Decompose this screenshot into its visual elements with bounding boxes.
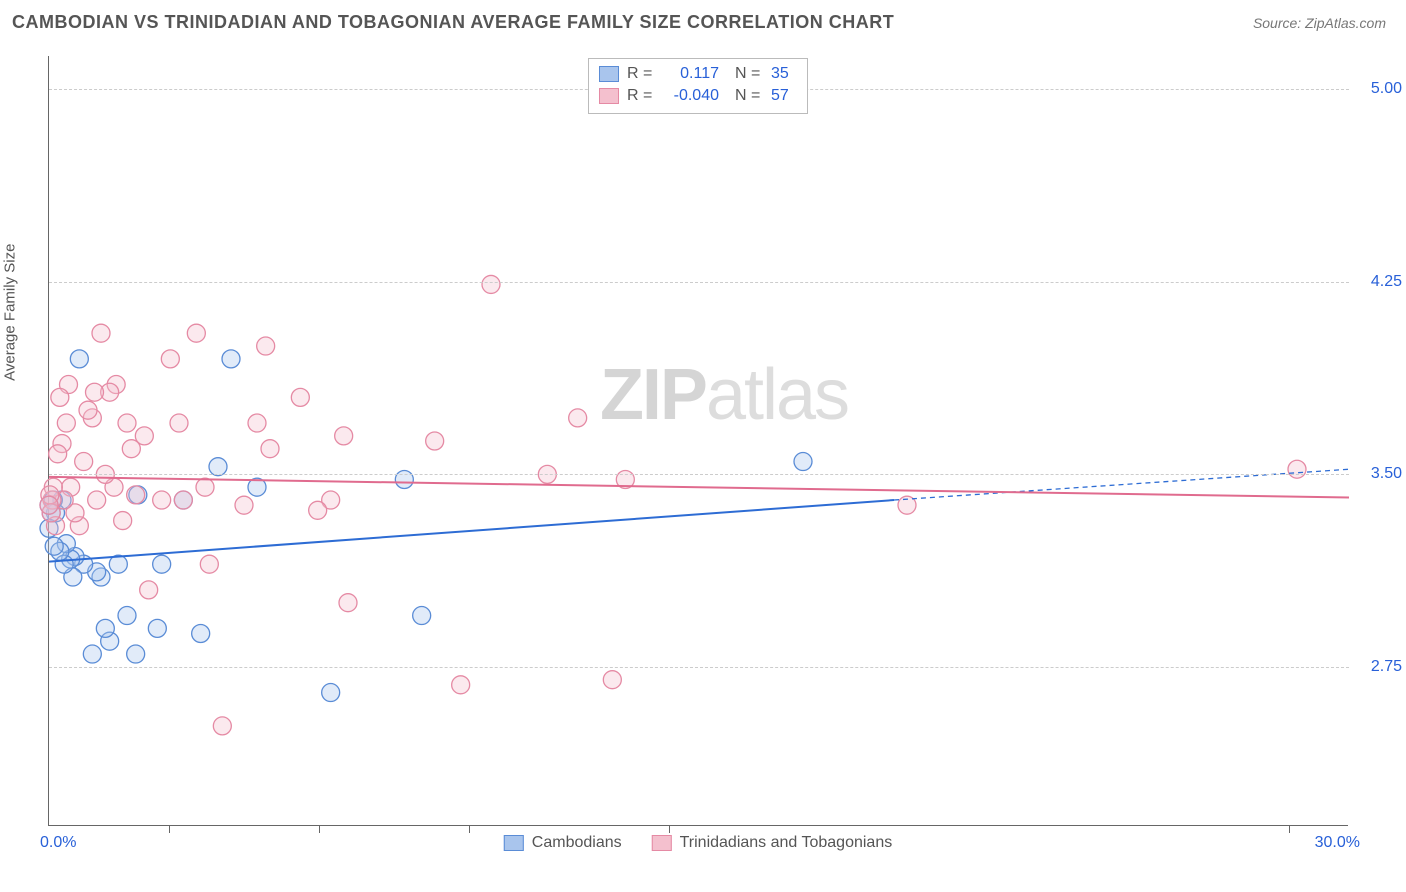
trend-line <box>49 477 1349 498</box>
data-point <box>200 555 218 573</box>
data-point <box>569 409 587 427</box>
data-point <box>161 350 179 368</box>
data-point <box>426 432 444 450</box>
data-point <box>92 324 110 342</box>
x-tick <box>469 825 470 833</box>
plot-svg <box>49 56 1349 826</box>
r-label: R = <box>627 85 655 107</box>
data-point <box>75 453 93 471</box>
legend-label: Cambodians <box>532 834 622 852</box>
n-value: 35 <box>771 63 795 85</box>
data-point <box>57 414 75 432</box>
data-point <box>261 440 279 458</box>
r-value: -0.040 <box>663 85 719 107</box>
chart-container: ZIPatlas 2.753.504.255.00 Average Family… <box>48 56 1348 826</box>
legend-item: Cambodians <box>504 834 622 852</box>
x-tick <box>169 825 170 833</box>
y-tick-label: 2.75 <box>1371 658 1402 676</box>
data-point <box>140 581 158 599</box>
legend-item: Trinidadians and Tobagonians <box>652 834 893 852</box>
y-tick-label: 5.00 <box>1371 80 1402 98</box>
x-tick <box>319 825 320 833</box>
swatch-icon <box>599 88 619 104</box>
data-point <box>83 645 101 663</box>
data-point <box>794 453 812 471</box>
stats-row: R = 0.117 N = 35 <box>599 63 795 85</box>
data-point <box>291 388 309 406</box>
data-point <box>79 401 97 419</box>
data-point <box>248 414 266 432</box>
x-tick <box>669 825 670 833</box>
n-label: N = <box>735 85 763 107</box>
data-point <box>96 619 114 637</box>
x-axis-end: 30.0% <box>1315 834 1360 852</box>
y-axis-label: Average Family Size <box>2 244 19 381</box>
data-point <box>127 645 145 663</box>
plot-area: 2.753.504.255.00 <box>48 56 1348 826</box>
data-point <box>482 275 500 293</box>
data-point <box>187 324 205 342</box>
data-point <box>322 684 340 702</box>
data-point <box>114 512 132 530</box>
data-point <box>339 594 357 612</box>
data-point <box>170 414 188 432</box>
data-point <box>413 607 431 625</box>
n-value: 57 <box>771 85 795 107</box>
data-point <box>309 501 327 519</box>
data-point <box>40 496 58 514</box>
data-point <box>148 619 166 637</box>
stats-box: R = 0.117 N = 35 R = -0.040 N = 57 <box>588 58 808 114</box>
y-tick-label: 4.25 <box>1371 273 1402 291</box>
data-point <box>49 445 67 463</box>
source-label: Source: ZipAtlas.com <box>1253 15 1386 31</box>
data-point <box>603 671 621 689</box>
data-point <box>257 337 275 355</box>
data-point <box>192 625 210 643</box>
data-point <box>122 440 140 458</box>
r-label: R = <box>627 63 655 85</box>
stats-row: R = -0.040 N = 57 <box>599 85 795 107</box>
trend-line <box>49 500 894 562</box>
chart-title: CAMBODIAN VS TRINIDADIAN AND TOBAGONIAN … <box>12 12 894 33</box>
data-point <box>86 383 104 401</box>
data-point <box>127 486 145 504</box>
data-point <box>51 388 69 406</box>
n-label: N = <box>735 63 763 85</box>
data-point <box>196 478 214 496</box>
legend: Cambodians Trinidadians and Tobagonians <box>504 834 892 852</box>
gridline <box>49 474 1349 475</box>
data-point <box>452 676 470 694</box>
data-point <box>45 537 63 555</box>
data-point <box>1288 460 1306 478</box>
data-point <box>118 414 136 432</box>
data-point <box>70 350 88 368</box>
swatch-icon <box>652 835 672 851</box>
data-point <box>395 471 413 489</box>
data-point <box>235 496 253 514</box>
data-point <box>118 607 136 625</box>
data-point <box>209 458 227 476</box>
x-tick <box>1289 825 1290 833</box>
x-axis-start: 0.0% <box>40 834 76 852</box>
data-point <box>335 427 353 445</box>
y-tick-label: 3.50 <box>1371 465 1402 483</box>
data-point <box>153 555 171 573</box>
legend-label: Trinidadians and Tobagonians <box>680 834 893 852</box>
gridline <box>49 282 1349 283</box>
data-point <box>88 491 106 509</box>
data-point <box>213 717 231 735</box>
gridline <box>49 667 1349 668</box>
r-value: 0.117 <box>663 63 719 85</box>
data-point <box>174 491 192 509</box>
data-point <box>153 491 171 509</box>
swatch-icon <box>504 835 524 851</box>
data-point <box>222 350 240 368</box>
swatch-icon <box>599 66 619 82</box>
